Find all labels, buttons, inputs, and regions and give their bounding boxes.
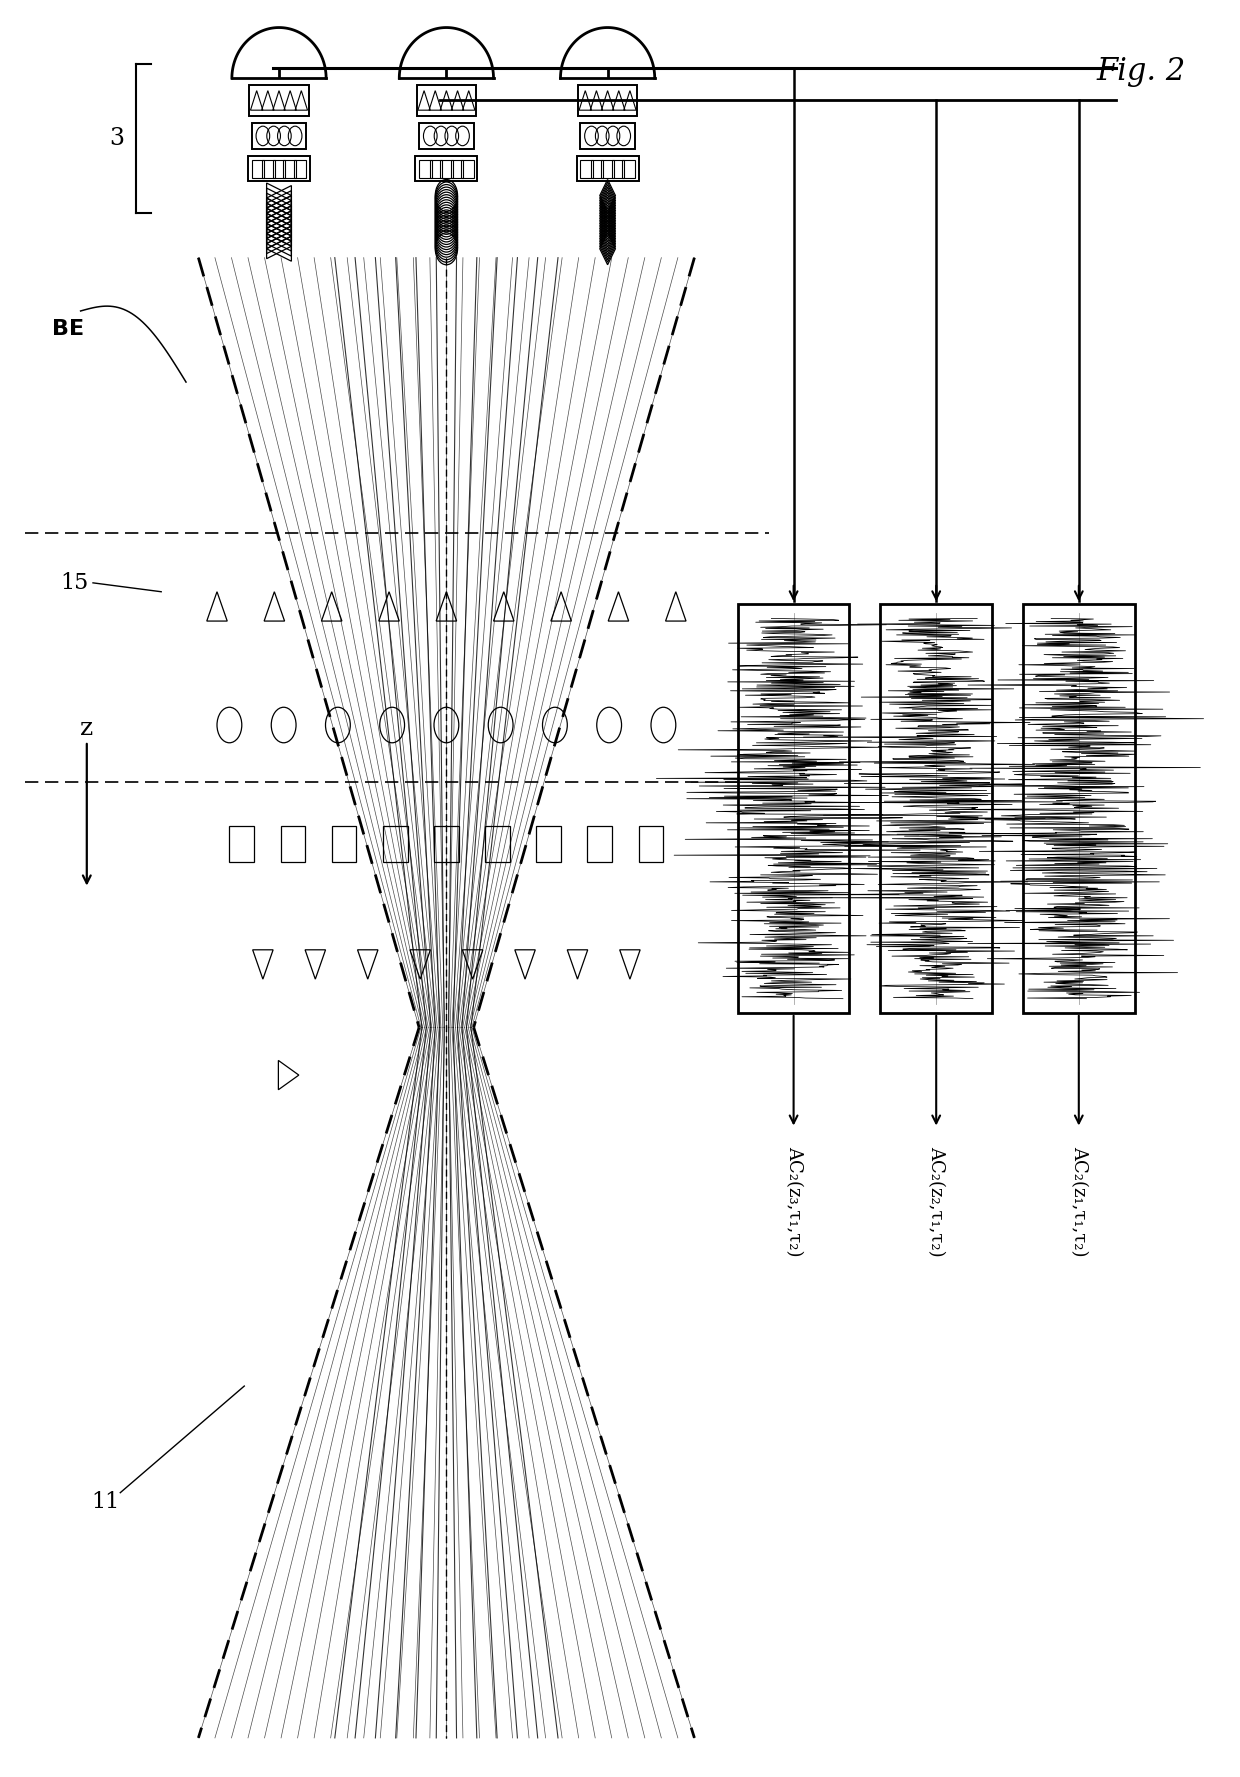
Bar: [248, 156, 310, 181]
Bar: [578, 85, 637, 116]
Bar: [1023, 604, 1135, 1013]
Bar: [283, 160, 296, 178]
Bar: [280, 826, 305, 862]
Bar: [461, 160, 474, 178]
Bar: [263, 160, 275, 178]
Bar: [417, 85, 476, 116]
Bar: [880, 604, 992, 1013]
Text: Fig. 2: Fig. 2: [1096, 55, 1185, 87]
Bar: [611, 160, 624, 178]
Bar: [252, 160, 264, 178]
Bar: [419, 123, 474, 149]
Bar: [383, 826, 408, 862]
Text: AC₂(z₃,τ₁,τ₂): AC₂(z₃,τ₁,τ₂): [785, 1146, 802, 1256]
Bar: [415, 156, 477, 181]
Text: BE: BE: [52, 318, 84, 339]
Bar: [639, 826, 663, 862]
Bar: [601, 160, 614, 178]
Bar: [252, 123, 306, 149]
Bar: [419, 160, 432, 178]
Bar: [588, 826, 613, 862]
Bar: [580, 160, 593, 178]
Bar: [429, 160, 441, 178]
Bar: [591, 160, 603, 178]
Bar: [294, 160, 306, 178]
Text: 3: 3: [109, 128, 124, 149]
Bar: [577, 156, 639, 181]
Bar: [580, 123, 635, 149]
Text: z: z: [81, 718, 93, 739]
Bar: [331, 826, 357, 862]
Text: 11: 11: [92, 1491, 119, 1512]
Text: 15: 15: [61, 572, 88, 594]
Text: AC₂(z₁,τ₁,τ₂): AC₂(z₁,τ₁,τ₂): [1070, 1146, 1087, 1256]
Bar: [440, 160, 453, 178]
Bar: [434, 826, 459, 862]
Bar: [229, 826, 254, 862]
Bar: [249, 85, 309, 116]
Bar: [485, 826, 510, 862]
Bar: [622, 160, 635, 178]
Bar: [536, 826, 560, 862]
Bar: [738, 604, 849, 1013]
Text: AC₂(z₂,τ₁,τ₂): AC₂(z₂,τ₁,τ₂): [928, 1146, 945, 1256]
Bar: [273, 160, 285, 178]
Bar: [451, 160, 464, 178]
